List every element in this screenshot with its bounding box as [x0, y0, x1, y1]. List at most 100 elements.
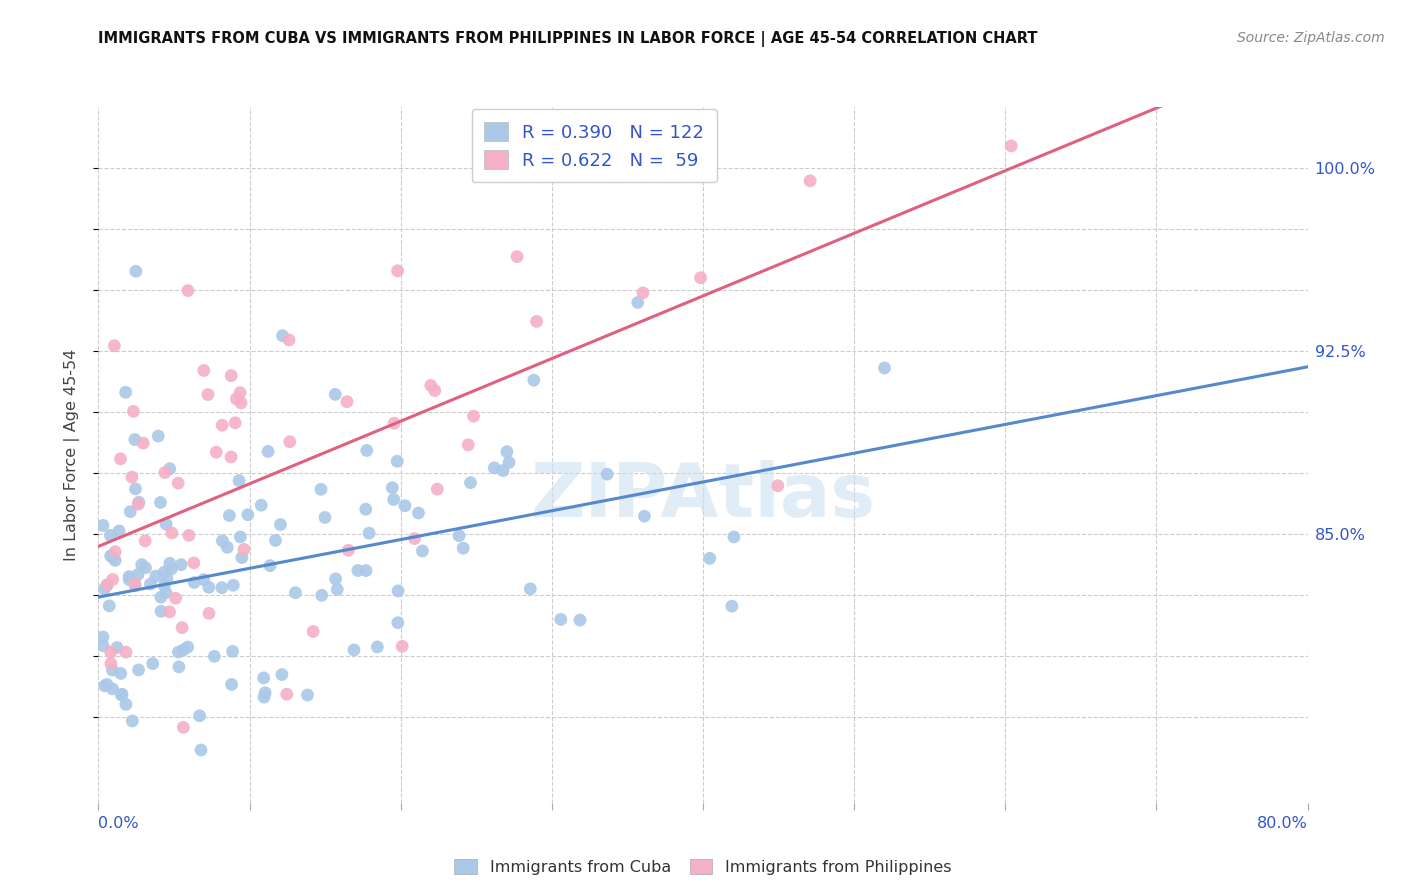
Point: [142, 657, 165, 671]
Point: [337, 543, 360, 558]
Point: [198, 607, 221, 621]
Point: [122, 404, 145, 418]
Point: [170, 558, 193, 572]
Point: [177, 528, 200, 542]
Point: [114, 385, 136, 400]
Point: [356, 443, 378, 458]
Point: [177, 284, 200, 298]
Text: 0.0%: 0.0%: [98, 816, 139, 831]
Point: [96, 677, 118, 691]
Text: IMMIGRANTS FROM CUBA VS IMMIGRANTS FROM PHILIPPINES IN LABOR FORCE | AGE 45-54 C: IMMIGRANTS FROM CUBA VS IMMIGRANTS FROM …: [98, 31, 1038, 47]
Point: [381, 481, 404, 495]
Point: [357, 526, 380, 541]
Point: [408, 506, 430, 520]
Point: [91, 639, 114, 653]
Point: [271, 667, 294, 681]
Point: [160, 562, 183, 576]
Point: [197, 387, 219, 401]
Point: [411, 544, 433, 558]
Point: [696, 136, 718, 151]
Point: [159, 605, 181, 619]
Point: [183, 575, 205, 590]
Text: ZIPAtlas: ZIPAtlas: [530, 460, 876, 533]
Point: [176, 640, 198, 654]
Point: [404, 532, 426, 546]
Point: [254, 686, 277, 700]
Point: [104, 545, 127, 559]
Point: [134, 533, 156, 548]
Point: [135, 560, 157, 574]
Point: [172, 621, 194, 635]
Point: [457, 438, 479, 452]
Point: [231, 550, 253, 565]
Point: [101, 550, 124, 565]
Point: [222, 578, 245, 592]
Point: [124, 576, 146, 591]
Point: [297, 688, 319, 702]
Point: [149, 590, 172, 604]
Point: [190, 743, 212, 757]
Point: [271, 328, 294, 343]
Point: [118, 573, 141, 587]
Point: [228, 474, 250, 488]
Point: [523, 373, 546, 387]
Point: [259, 558, 281, 573]
Point: [132, 436, 155, 450]
Point: [121, 470, 143, 484]
Point: [98, 599, 121, 613]
Point: [145, 569, 167, 583]
Point: [498, 455, 520, 469]
Point: [205, 445, 228, 459]
Point: [100, 645, 122, 659]
Point: [250, 498, 273, 512]
Point: [343, 643, 366, 657]
Point: [631, 285, 654, 300]
Point: [149, 495, 172, 509]
Point: [550, 612, 572, 626]
Point: [172, 720, 194, 734]
Point: [118, 569, 141, 583]
Point: [253, 690, 276, 705]
Point: [193, 573, 215, 587]
Point: [627, 295, 650, 310]
Point: [104, 553, 127, 567]
Point: [354, 564, 377, 578]
Point: [221, 644, 243, 658]
Point: [202, 649, 225, 664]
Point: [451, 541, 474, 556]
Point: [125, 264, 148, 278]
Point: [217, 541, 239, 555]
Point: [484, 461, 506, 475]
Point: [96, 578, 118, 592]
Point: [91, 630, 114, 644]
Point: [723, 530, 745, 544]
Point: [391, 640, 413, 654]
Point: [314, 510, 336, 524]
Point: [167, 645, 190, 659]
Point: [229, 396, 252, 410]
Point: [148, 429, 170, 443]
Point: [229, 385, 252, 400]
Point: [1000, 139, 1022, 153]
Point: [325, 572, 347, 586]
Text: 80.0%: 80.0%: [1257, 816, 1308, 831]
Point: [128, 663, 150, 677]
Point: [225, 392, 247, 406]
Point: [139, 577, 162, 591]
Point: [160, 526, 183, 541]
Point: [633, 509, 655, 524]
Point: [156, 572, 179, 586]
Point: [124, 579, 146, 593]
Point: [150, 604, 173, 618]
Point: [323, 387, 346, 401]
Point: [721, 599, 744, 614]
Point: [218, 508, 240, 523]
Point: [699, 551, 721, 566]
Point: [167, 476, 190, 491]
Point: [219, 368, 242, 383]
Point: [496, 444, 519, 458]
Point: [449, 529, 471, 543]
Point: [253, 671, 276, 685]
Point: [110, 451, 132, 466]
Point: [387, 583, 409, 598]
